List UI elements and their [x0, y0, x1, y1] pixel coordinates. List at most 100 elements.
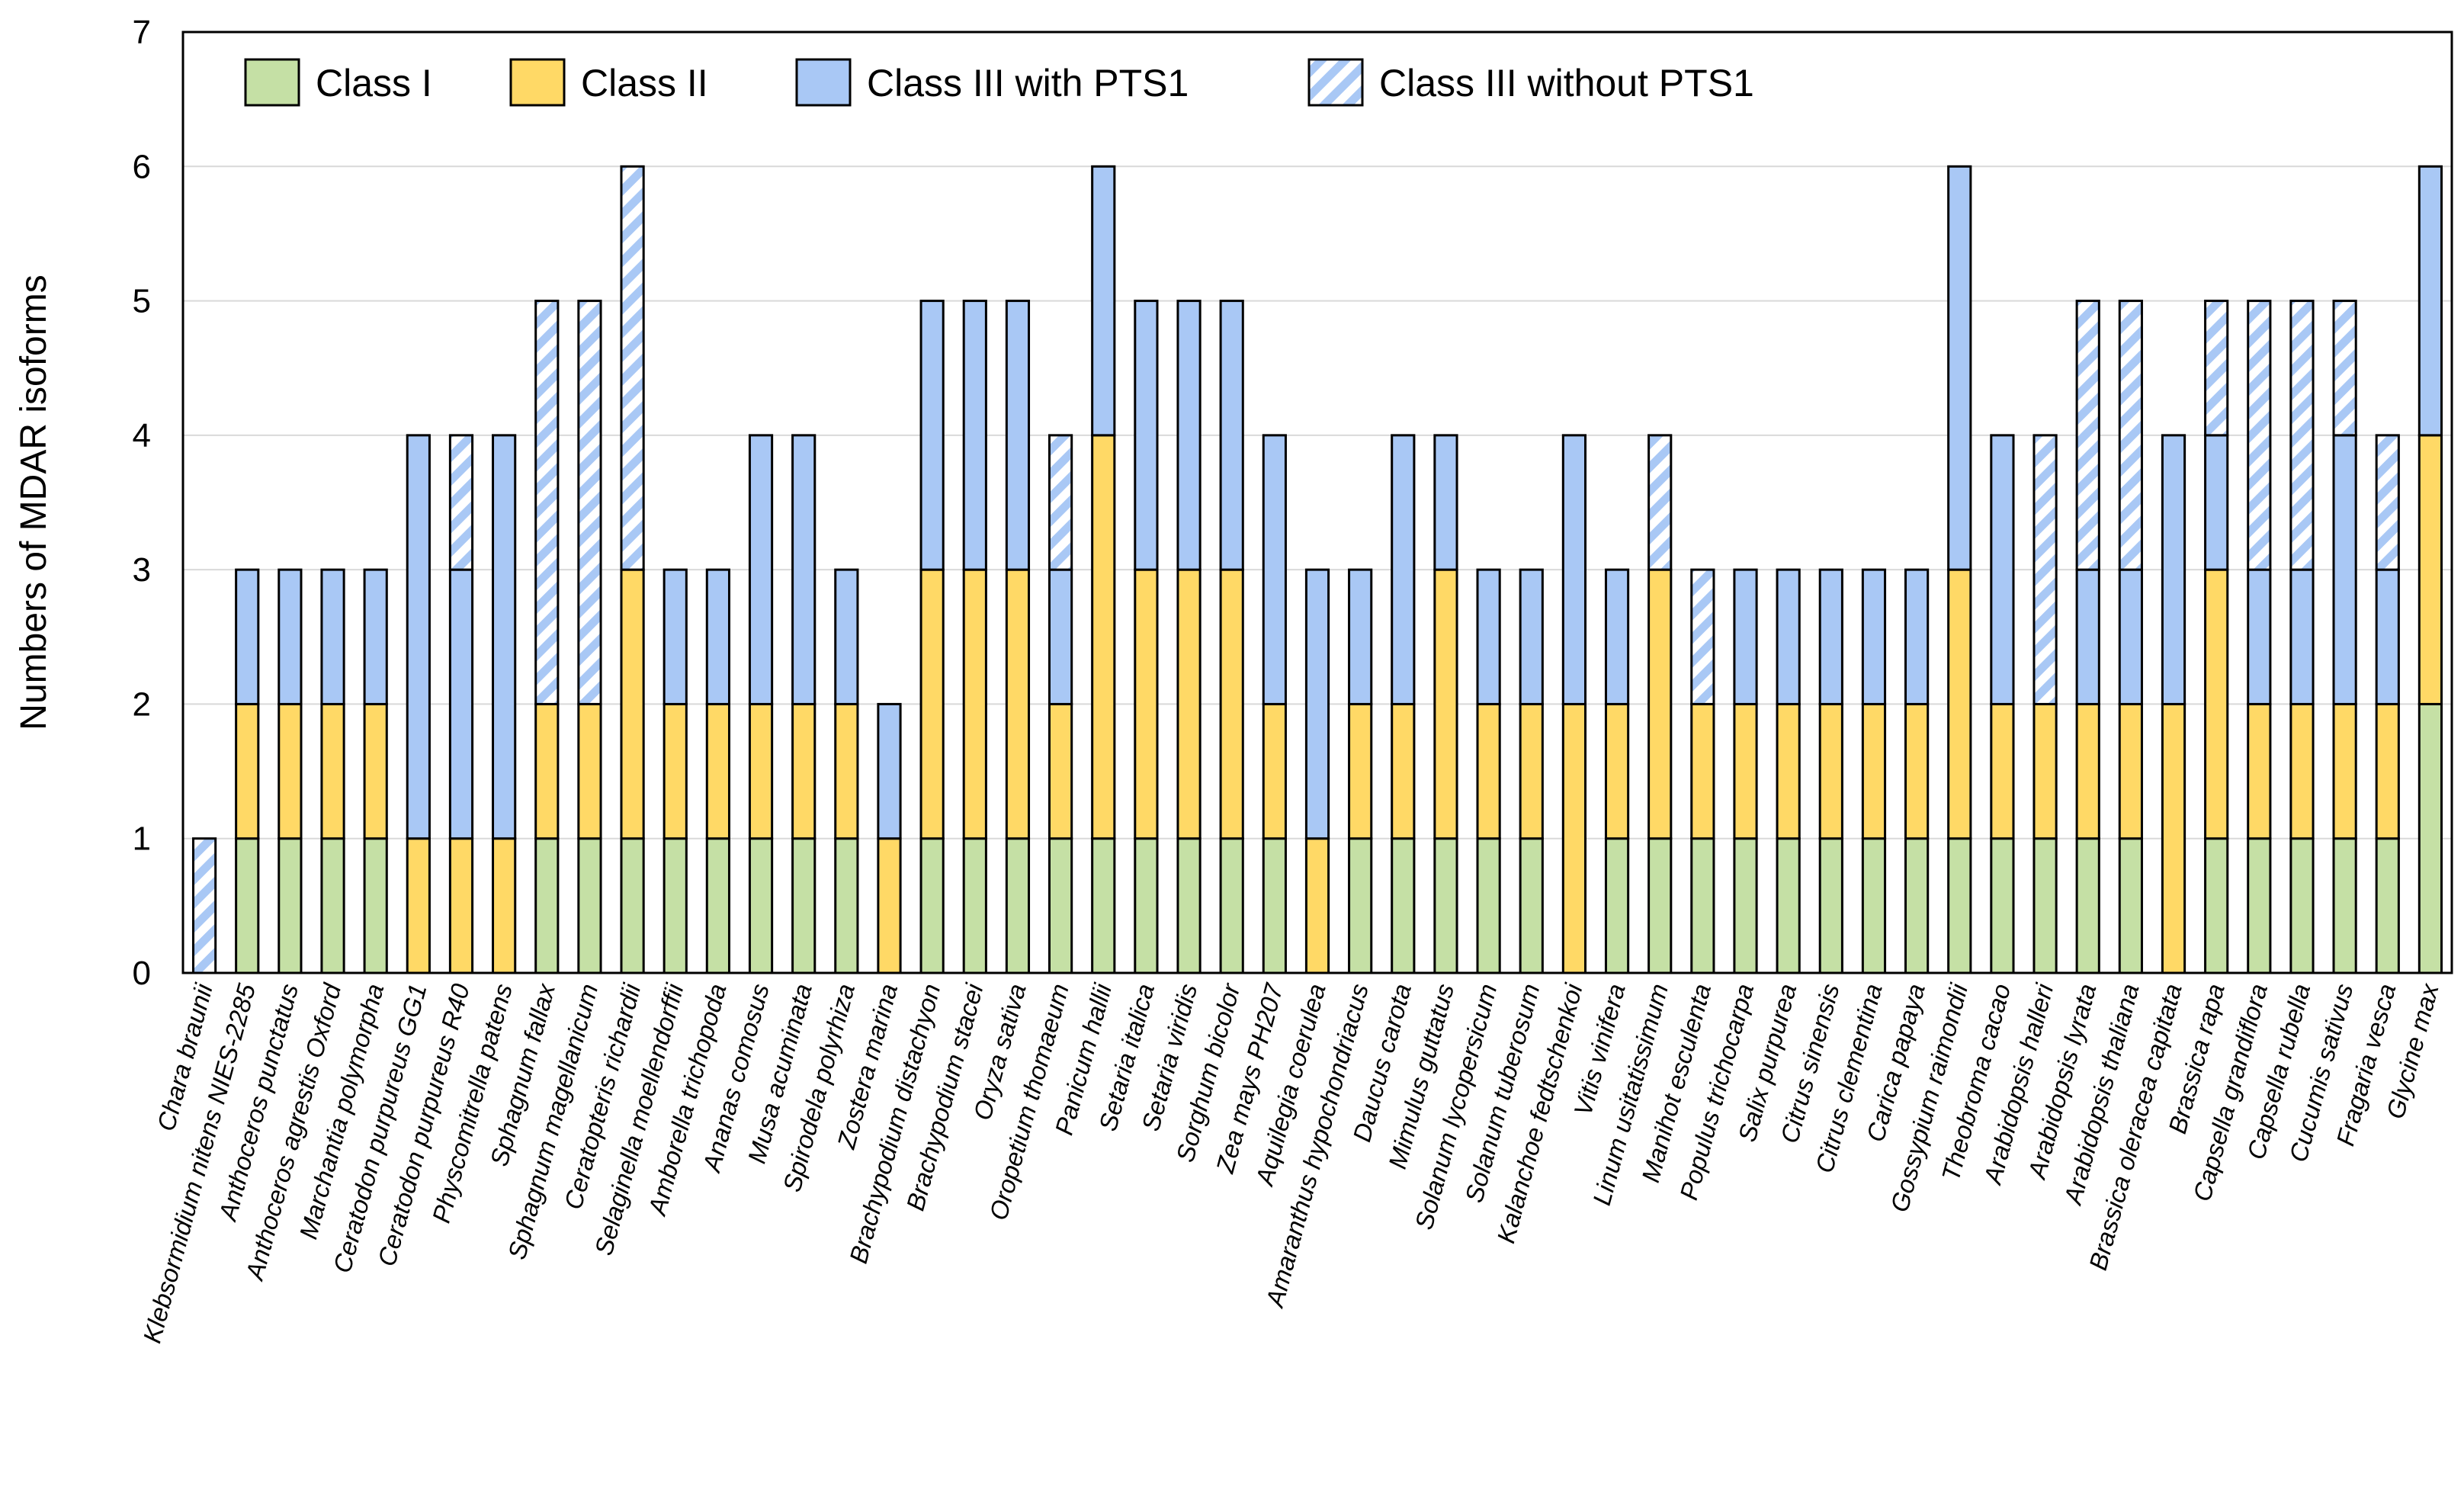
y-axis-ticks: 0 1 2 3 4 5 6 7	[133, 14, 151, 992]
legend-label: Class II	[581, 62, 708, 104]
bar-segment-class-i	[791, 837, 817, 974]
bar-segment-class-i	[1048, 837, 1073, 974]
bar-segment-class-iii-with-pts1	[1818, 568, 1843, 705]
bar-segment-class-ii	[1647, 568, 1673, 840]
bar-segment-class-iii-without-pts1	[2118, 300, 2143, 571]
bar-segment-class-i	[1904, 837, 1930, 974]
bar-segment-class-ii	[1776, 702, 1801, 840]
bar-segment-class-ii	[1005, 568, 1031, 840]
bar-segment-class-i	[1091, 837, 1116, 974]
bar-segment-class-i	[2204, 837, 2229, 974]
y-tick-label: 5	[133, 283, 151, 320]
legend-swatch	[509, 58, 566, 107]
bar-segment-class-i	[235, 837, 260, 974]
bar-segment-class-i	[1604, 837, 1630, 974]
bar-segment-class-iii-with-pts1	[492, 434, 517, 840]
bar-segment-class-i	[2075, 837, 2100, 974]
bar-segment-class-iii-with-pts1	[1604, 568, 1630, 705]
bar-segment-class-i	[1990, 837, 2015, 974]
y-tick-label: 4	[133, 417, 151, 454]
bar-segment-class-iii-with-pts1	[363, 568, 388, 705]
bar-segment-class-ii	[2332, 702, 2357, 840]
bar-segment-class-ii	[1476, 702, 1501, 840]
bar-segment-class-ii	[1219, 568, 1244, 840]
bar-segment-class-iii-with-pts1	[663, 568, 688, 705]
legend-swatch	[1307, 58, 1364, 107]
bar-segment-class-i	[2332, 837, 2357, 974]
bar-segment-class-iii-with-pts1	[1262, 434, 1287, 705]
bar-segment-class-ii	[2247, 702, 2272, 840]
bar-segment-class-i	[1391, 837, 1416, 974]
bar-segment-class-i	[1005, 837, 1031, 974]
bar-segment-class-ii	[278, 702, 303, 840]
bar-segment-class-i	[919, 837, 945, 974]
bar-segment-class-ii	[1604, 702, 1630, 840]
bar-segment-class-ii	[534, 702, 560, 840]
bar-segment-class-i	[534, 837, 560, 974]
bar-segment-class-iii-with-pts1	[406, 434, 431, 840]
bar-segment-class-i	[834, 837, 859, 974]
legend-swatch	[244, 58, 300, 107]
bar-segment-class-ii	[1304, 837, 1330, 974]
bar-segment-class-ii	[1990, 702, 2015, 840]
bar-segment-class-iii-with-pts1	[1219, 300, 1244, 571]
bar-segment-class-ii	[2118, 702, 2143, 840]
bar-segment-class-ii	[492, 837, 517, 974]
bar-segment-class-iii-with-pts1	[1904, 568, 1930, 705]
bar-segment-class-iii-with-pts1	[919, 300, 945, 571]
bar-segment-class-iii-without-pts1	[620, 165, 645, 571]
bar-segment-class-ii	[2289, 702, 2315, 840]
bar-segment-class-ii	[705, 702, 730, 840]
bar-segment-class-ii	[235, 702, 260, 840]
bar-segment-class-iii-with-pts1	[448, 568, 474, 840]
bar-segment-class-i	[1262, 837, 1287, 974]
y-tick-label: 0	[133, 955, 151, 992]
bar-segment-class-ii	[363, 702, 388, 840]
legend-swatch	[795, 58, 852, 107]
bar-segment-class-iii-with-pts1	[877, 702, 902, 840]
bar-segment-class-i	[1219, 837, 1244, 974]
bar-segment-class-ii	[1348, 702, 1373, 840]
bar-segment-class-iii-without-pts1	[2204, 300, 2229, 437]
bar-segment-class-ii	[834, 702, 859, 840]
bar-segment-class-iii-with-pts1	[1176, 300, 1202, 571]
legend-label: Class III with PTS1	[867, 62, 1189, 104]
bar-segment-class-i	[1519, 837, 1544, 974]
bar-segment-class-ii	[2417, 434, 2443, 705]
bar-segment-class-i	[620, 837, 645, 974]
bar-segment-class-ii	[1818, 702, 1843, 840]
bar-segment-class-ii	[577, 702, 602, 840]
bar-segment-class-i	[748, 837, 774, 974]
bar-segment-class-i	[2118, 837, 2143, 974]
bar-segment-class-i	[2032, 837, 2058, 974]
bar-segment-class-i	[320, 837, 345, 974]
bar-segment-class-i	[577, 837, 602, 974]
bar-segment-class-i	[1176, 837, 1202, 974]
bar-segment-class-iii-with-pts1	[1861, 568, 1887, 705]
bar-segment-class-iii-without-pts1	[2075, 300, 2100, 571]
y-axis-label: Numbers of MDAR isoforms	[14, 274, 54, 730]
bar-segment-class-i	[1776, 837, 1801, 974]
bar-segment-class-iii-without-pts1	[577, 300, 602, 705]
bar-segment-class-i	[1433, 837, 1458, 974]
bar-segment-class-iii-with-pts1	[2417, 165, 2443, 437]
bar-segment-class-i	[2375, 837, 2400, 974]
bar-segment-class-ii	[2161, 702, 2186, 974]
bar-segment-class-iii-with-pts1	[2375, 568, 2400, 705]
bar-segment-class-ii	[2375, 702, 2400, 840]
y-tick-label: 3	[133, 551, 151, 589]
bar-segment-class-iii-with-pts1	[1048, 568, 1073, 705]
bar-segment-class-iii-without-pts1	[1647, 434, 1673, 571]
bar-segment-class-iii-with-pts1	[1005, 300, 1031, 571]
bar-segment-class-i	[2247, 837, 2272, 974]
bar-segment-class-iii-with-pts1	[2247, 568, 2272, 705]
bar-segment-class-ii	[620, 568, 645, 840]
bar-segment-class-ii	[1134, 568, 1159, 840]
bar-segment-class-ii	[2204, 568, 2229, 840]
plot-frame	[181, 30, 2453, 974]
bar-segment-class-i	[2417, 702, 2443, 974]
bar-segment-class-i	[663, 837, 688, 974]
bar-segment-class-ii	[1690, 702, 1715, 840]
bar-segment-class-i	[1647, 837, 1673, 974]
